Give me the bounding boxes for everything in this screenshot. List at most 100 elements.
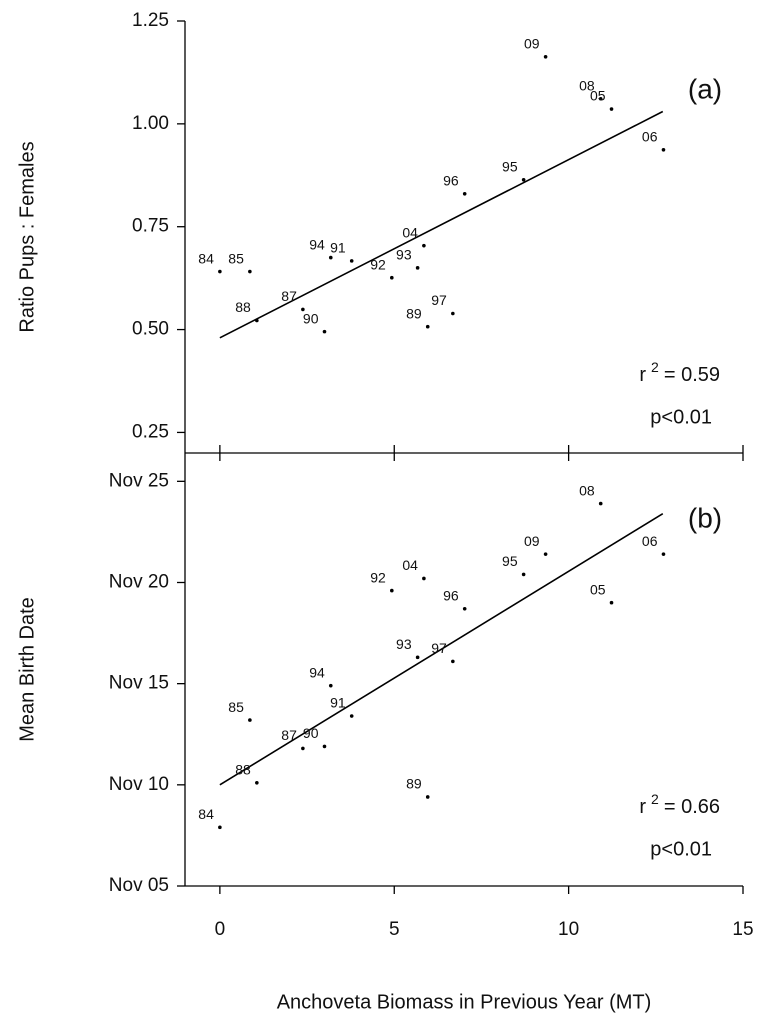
point-label: 05 [590, 88, 606, 104]
point [521, 572, 526, 577]
point-label: 92 [370, 256, 386, 272]
point [422, 243, 426, 248]
point [425, 795, 430, 799]
y-tick-label: 0.25 [132, 421, 169, 442]
point-label: 85 [228, 699, 244, 715]
y-tick-label: Nov 05 [109, 875, 169, 896]
stat-base: r [639, 364, 646, 386]
stat-sup: 2 [651, 359, 659, 375]
x-tick-label: 0 [215, 919, 226, 940]
y-tick-label: 0.75 [132, 216, 169, 237]
point [543, 54, 548, 59]
point [609, 107, 614, 111]
point [390, 275, 394, 280]
point-label: 97 [431, 292, 447, 308]
y-tick-label: Nov 15 [109, 673, 169, 694]
point-label: 96 [443, 588, 459, 604]
point [415, 266, 420, 270]
fit-line [219, 513, 664, 786]
point-label: 91 [330, 240, 346, 256]
point [349, 714, 354, 718]
point-label: 93 [396, 636, 412, 652]
point [598, 96, 603, 101]
point [248, 269, 252, 274]
point-label: 97 [431, 640, 447, 656]
stat-label: r 2 = 0.66 [639, 791, 720, 819]
point [521, 178, 526, 182]
stat-label: r 2 = 0.59 [639, 359, 720, 387]
point [218, 825, 222, 830]
point [415, 655, 420, 660]
panel-label: (b) [688, 502, 722, 533]
x-axis-label: Anchoveta Biomass in Previous Year (MT) [277, 991, 652, 1013]
point-label: 06 [642, 533, 658, 549]
point-label: 95 [502, 553, 518, 569]
point-label: 85 [228, 250, 244, 266]
point [301, 307, 305, 312]
point [425, 324, 430, 329]
point-label: 04 [402, 224, 418, 240]
point-label: 89 [406, 305, 422, 321]
point-label: 94 [309, 664, 325, 680]
x-tick-label: 10 [558, 919, 579, 940]
point-label: 08 [579, 482, 595, 498]
y-tick-label: Nov 20 [109, 572, 169, 593]
point [598, 501, 603, 506]
stat-rest: = 0.59 [664, 364, 720, 386]
y-axis-label: Ratio Pups : Females [16, 141, 38, 332]
point-label: 84 [198, 806, 214, 822]
point-label: 95 [502, 159, 518, 175]
point [661, 147, 666, 152]
point [255, 781, 259, 785]
point-label: 87 [281, 288, 297, 304]
point-label: 90 [303, 310, 319, 326]
point-label: 91 [330, 695, 346, 711]
y-tick-label: 1.00 [132, 113, 169, 134]
point [301, 746, 305, 751]
point [322, 744, 327, 749]
point-label: 09 [524, 35, 540, 51]
point [422, 576, 426, 581]
point [218, 269, 222, 274]
point-label: 87 [281, 727, 297, 743]
point-label: 89 [406, 776, 422, 792]
point [349, 259, 354, 263]
point [661, 552, 666, 556]
x-tick-label: 15 [732, 919, 753, 940]
point [390, 588, 394, 593]
y-tick-label: Nov 25 [109, 470, 169, 491]
point-label: 92 [370, 569, 386, 585]
x-tick-label: 5 [389, 919, 400, 940]
point-label: 90 [303, 725, 319, 741]
y-tick-label: 1.25 [132, 10, 169, 31]
point [462, 192, 467, 196]
point [328, 683, 333, 688]
y-tick-label: 0.50 [132, 319, 169, 340]
point-label: 88 [235, 299, 251, 315]
p-value-label: p<0.01 [650, 838, 712, 860]
point-label: 84 [198, 250, 214, 266]
point-label: 08 [579, 77, 595, 93]
point-label: 93 [396, 247, 412, 263]
point [451, 659, 455, 664]
stat-rest: = 0.66 [664, 796, 720, 818]
panel-label: (a) [688, 73, 722, 104]
point [248, 718, 252, 722]
point-label: 09 [524, 533, 540, 549]
point [328, 255, 333, 260]
point-label: 04 [402, 557, 418, 573]
point-label: 05 [590, 581, 606, 597]
point [255, 318, 259, 323]
y-tick-label: Nov 10 [109, 774, 169, 795]
point [609, 600, 614, 605]
y-axis-label: Mean Birth Date [16, 597, 38, 742]
point [462, 606, 467, 611]
stat-sup: 2 [651, 791, 659, 807]
fit-line [219, 110, 664, 339]
point-label: 88 [235, 762, 251, 778]
point-label: 96 [443, 173, 459, 189]
stat-base: r [639, 796, 646, 818]
point [322, 329, 327, 334]
p-value-label: p<0.01 [650, 406, 712, 428]
